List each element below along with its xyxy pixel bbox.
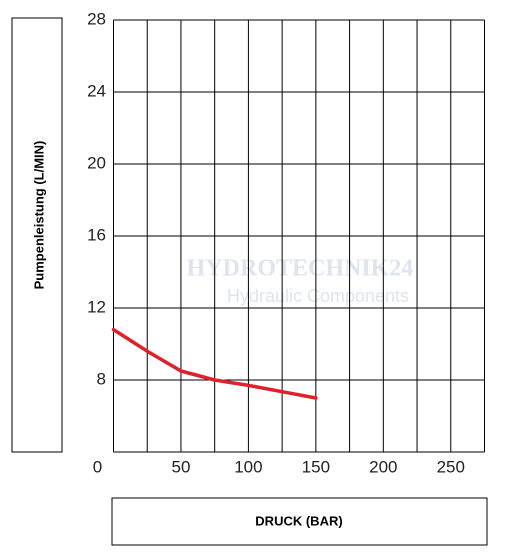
watermark: HYDROTECHNIK24	[187, 256, 414, 282]
x-label-box	[111, 497, 488, 546]
x-axis-label: DRUCK (BAR)	[255, 513, 342, 528]
y-tick-label: 8	[97, 369, 106, 388]
data-line	[111, 327, 318, 400]
watermark: Hydraulic Components	[227, 286, 409, 306]
y-tick-label: 16	[87, 225, 106, 244]
y-tick-label: 28	[87, 9, 106, 28]
x-tick-label: 0	[93, 457, 102, 476]
x-tick-label: 200	[369, 457, 397, 476]
x-tick-label: 100	[234, 457, 262, 476]
y-tick-label: 24	[87, 81, 106, 100]
y-axis-label: Pumpenleistung (L/MIN)	[31, 141, 46, 290]
x-tick-label: 150	[302, 457, 330, 476]
x-tick-label: 250	[437, 457, 465, 476]
x-tick-label: 50	[171, 457, 190, 476]
y-tick-label: 12	[87, 297, 106, 316]
y-label-box	[11, 17, 63, 453]
y-tick-label: 20	[87, 153, 106, 172]
